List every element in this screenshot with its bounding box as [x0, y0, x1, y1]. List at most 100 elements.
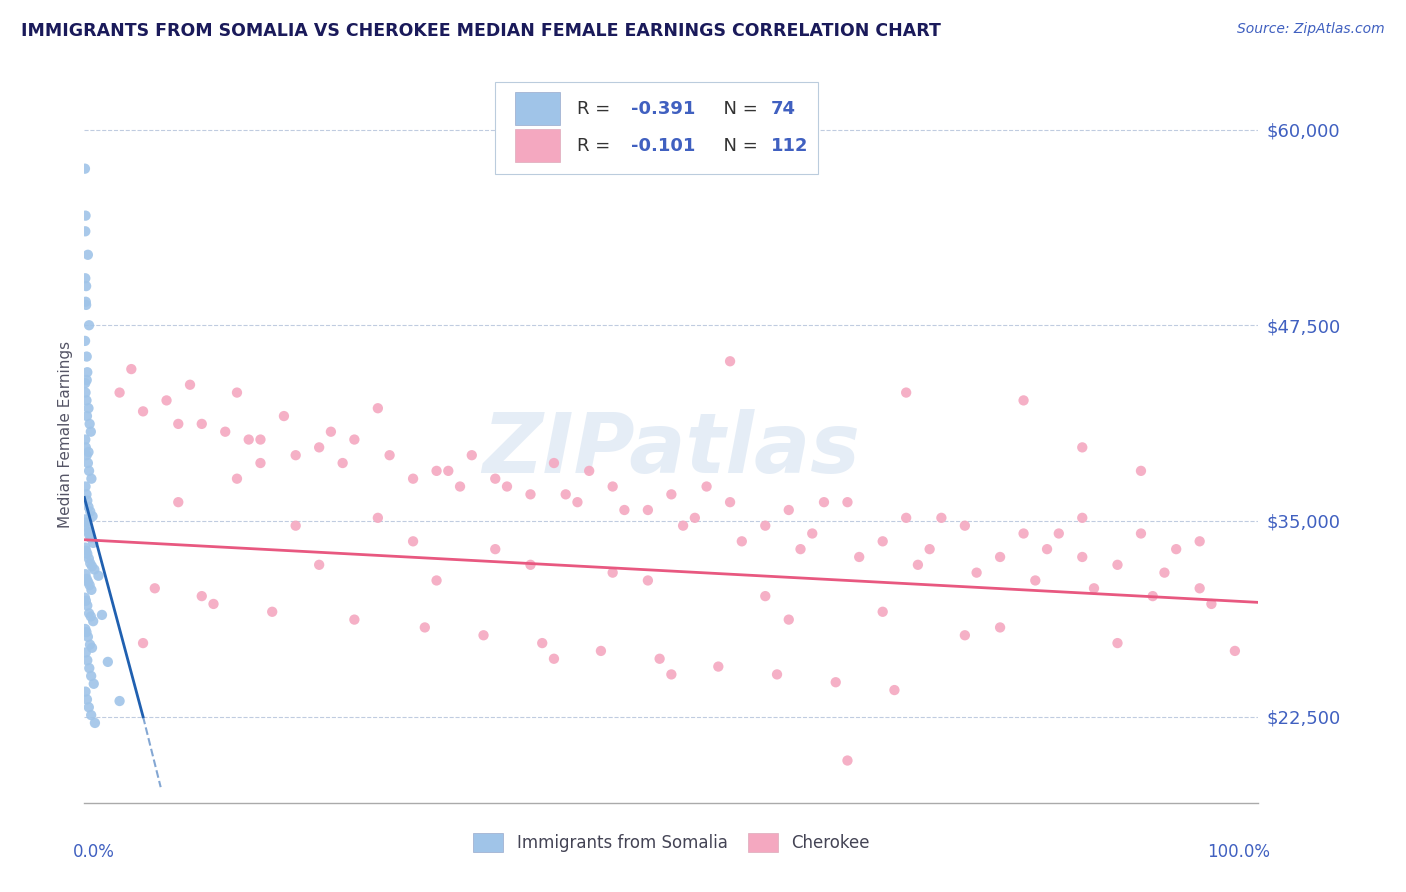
Point: [1071, 549, 1094, 564]
Point: [378, 448, 401, 462]
Point: [1012, 393, 1035, 408]
Point: [120, 362, 142, 376]
Point: [132, 636, 155, 650]
Point: [988, 620, 1011, 634]
Point: [226, 385, 249, 400]
Point: [731, 534, 754, 549]
Point: [80, 582, 103, 597]
Point: [461, 448, 484, 462]
Point: [1071, 441, 1094, 455]
Point: [953, 518, 976, 533]
Point: [238, 433, 260, 447]
Point: [848, 549, 870, 564]
Point: [75, 567, 97, 582]
Point: [77, 445, 100, 459]
Point: [75, 271, 97, 285]
Point: [637, 503, 659, 517]
Point: [73, 161, 96, 176]
Point: [672, 518, 695, 533]
Point: [1107, 636, 1129, 650]
Point: [80, 708, 103, 723]
Point: [80, 472, 103, 486]
Point: [80, 669, 103, 683]
Point: [80, 531, 103, 545]
Point: [543, 456, 565, 470]
Point: [402, 534, 425, 549]
Point: [77, 318, 100, 333]
Text: N =: N =: [713, 100, 763, 118]
Point: [1083, 582, 1105, 596]
Point: [91, 607, 114, 622]
Point: [76, 547, 98, 561]
Point: [496, 479, 519, 493]
Point: [83, 562, 105, 576]
Point: [79, 556, 101, 570]
Point: [76, 653, 98, 667]
Point: [1024, 574, 1046, 588]
Point: [1107, 558, 1129, 572]
Legend: Immigrants from Somalia, Cherokee: Immigrants from Somalia, Cherokee: [468, 828, 875, 857]
Point: [75, 224, 97, 238]
Point: [308, 441, 330, 455]
Point: [82, 536, 104, 550]
Point: [75, 594, 97, 608]
Point: [567, 495, 589, 509]
Point: [143, 582, 166, 596]
Point: [75, 684, 97, 698]
Point: [778, 613, 800, 627]
Point: [1036, 542, 1059, 557]
Point: [77, 630, 100, 644]
Point: [76, 599, 98, 613]
Point: [75, 433, 97, 447]
Point: [707, 659, 730, 673]
Point: [1188, 582, 1211, 596]
Point: [80, 425, 103, 439]
FancyBboxPatch shape: [495, 81, 818, 174]
Text: R =: R =: [578, 100, 616, 118]
Point: [76, 393, 98, 408]
Point: [77, 248, 100, 262]
Point: [519, 558, 541, 572]
Point: [75, 645, 97, 659]
Point: [76, 373, 98, 387]
Point: [77, 551, 100, 566]
Point: [661, 487, 683, 501]
Point: [754, 518, 776, 533]
Point: [824, 675, 846, 690]
Point: [77, 500, 100, 514]
Point: [191, 589, 214, 603]
Point: [226, 472, 249, 486]
Point: [76, 448, 98, 462]
Point: [1071, 511, 1094, 525]
Point: [179, 377, 201, 392]
Point: [1012, 526, 1035, 541]
Text: Source: ZipAtlas.com: Source: ZipAtlas.com: [1237, 22, 1385, 37]
Point: [79, 417, 101, 431]
Point: [79, 578, 101, 592]
Text: IMMIGRANTS FROM SOMALIA VS CHEROKEE MEDIAN FEMALE EARNINGS CORRELATION CHART: IMMIGRANTS FROM SOMALIA VS CHEROKEE MEDI…: [21, 22, 941, 40]
Point: [76, 572, 98, 586]
Point: [661, 667, 683, 681]
Point: [472, 628, 495, 642]
Point: [696, 479, 718, 493]
Point: [531, 636, 554, 650]
Point: [75, 294, 97, 309]
Point: [75, 334, 97, 348]
Point: [402, 472, 425, 486]
Point: [589, 644, 612, 658]
Point: [75, 376, 97, 391]
Point: [76, 520, 98, 534]
Point: [1201, 597, 1223, 611]
Point: [484, 472, 506, 486]
Point: [953, 628, 976, 642]
Point: [83, 677, 105, 691]
Point: [73, 512, 96, 526]
Point: [262, 605, 284, 619]
Point: [273, 409, 295, 423]
Text: 112: 112: [770, 136, 808, 154]
Point: [75, 541, 97, 555]
Text: N =: N =: [713, 136, 763, 154]
Point: [319, 425, 342, 439]
Point: [75, 385, 97, 400]
Point: [437, 464, 460, 478]
